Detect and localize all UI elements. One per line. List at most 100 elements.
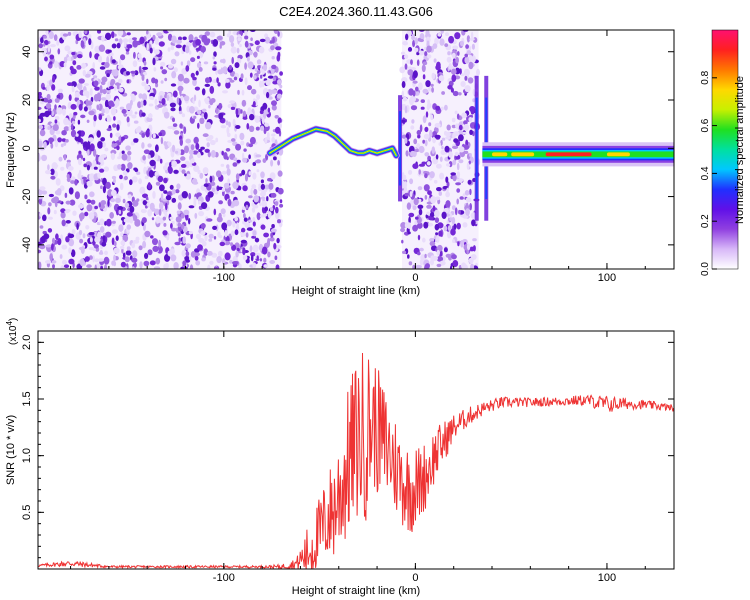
noise-speck (204, 83, 211, 87)
noise-speck (78, 229, 83, 236)
noise-speck (459, 196, 464, 200)
noise-speck (403, 175, 407, 181)
noise-speck (465, 44, 469, 49)
noise-speck (208, 104, 211, 109)
noise-speck (432, 43, 438, 49)
noise-speck (61, 244, 68, 250)
noise-speck (452, 132, 456, 140)
noise-speck (201, 108, 207, 113)
noise-speck (185, 65, 190, 72)
noise-speck (404, 63, 408, 70)
colorbar: 0.0 0.2 0.4 0.6 0.8 Normalized spectral ampl… (700, 29, 746, 276)
noise-speck (57, 137, 62, 143)
noise-speck (400, 51, 406, 55)
noise-speck (47, 164, 50, 171)
noise-speck (249, 72, 253, 78)
noise-speck (185, 251, 190, 257)
noise-speck (254, 115, 260, 123)
noise-speck (160, 61, 166, 67)
noise-speck (233, 76, 238, 81)
noise-speck (39, 212, 42, 217)
noise-speck (63, 126, 70, 132)
noise-speck (162, 230, 168, 236)
noise-speck (70, 56, 74, 62)
noise-speck (142, 66, 149, 70)
noise-speck (51, 162, 58, 170)
noise-speck (68, 238, 75, 247)
noise-speck (90, 41, 94, 50)
noise-speck (63, 141, 67, 146)
noise-speck (420, 106, 425, 110)
noise-speck (400, 222, 407, 229)
noise-speck (254, 40, 260, 46)
noise-speck (259, 80, 263, 88)
noise-speck (125, 51, 130, 55)
noise-speck (432, 131, 437, 137)
noise-speck (171, 188, 176, 195)
noise-speck (115, 98, 120, 105)
noise-speck (212, 225, 218, 230)
noise-speck (264, 137, 268, 144)
noise-speck (119, 174, 123, 180)
noise-speck (110, 198, 116, 203)
noise-speck (466, 162, 470, 170)
noise-speck (179, 87, 182, 96)
noise-speck (92, 247, 96, 251)
noise-speck (210, 181, 216, 186)
noise-speck (167, 141, 172, 147)
noise-speck (438, 142, 441, 146)
noise-speck (146, 43, 149, 51)
noise-speck (103, 166, 110, 172)
noise-speck (220, 125, 227, 129)
noise-speck (409, 95, 416, 103)
noise-speck (133, 138, 139, 143)
noise-speck (77, 138, 82, 143)
noise-speck (177, 202, 182, 210)
noise-speck (414, 47, 419, 53)
noise-speck (194, 255, 199, 261)
noise-speck (405, 33, 409, 41)
noise-speck (160, 91, 166, 96)
noise-speck (130, 70, 136, 74)
noise-speck (401, 90, 405, 98)
noise-speck (162, 216, 166, 221)
noise-speck (417, 204, 424, 209)
noise-speck (71, 85, 75, 93)
noise-speck (434, 134, 441, 139)
noise-speck (456, 198, 460, 205)
noise-speck (175, 189, 180, 194)
noise-speck (264, 36, 271, 44)
noise-speck (144, 252, 149, 259)
noise-speck (167, 166, 171, 172)
spectrogram-ytick-label: 20 (21, 94, 33, 106)
noise-speck (39, 129, 46, 137)
noise-speck (410, 105, 418, 111)
noise-speck (66, 159, 71, 163)
noise-speck (149, 47, 153, 54)
noise-speck (251, 235, 256, 239)
noise-speck (160, 66, 164, 70)
noise-speck (190, 144, 195, 151)
noise-speck (223, 182, 230, 189)
noise-speck (94, 264, 97, 269)
noise-speck (64, 45, 71, 52)
noise-speck (423, 170, 428, 175)
noise-speck (435, 154, 439, 160)
noise-speck (157, 104, 163, 108)
noise-speck (470, 31, 474, 40)
noise-speck (255, 126, 260, 131)
noise-speck (153, 266, 161, 269)
noise-speck (189, 106, 195, 114)
noise-speck (82, 69, 87, 77)
noise-speck (47, 207, 51, 215)
noise-speck (192, 76, 197, 81)
noise-speck (452, 239, 455, 243)
noise-region (38, 30, 282, 269)
noise-speck (203, 183, 209, 188)
noise-speck (185, 243, 191, 249)
noise-speck (127, 194, 132, 199)
noise-speck (239, 43, 242, 48)
noise-speck (222, 90, 228, 94)
noise-speck (208, 233, 214, 239)
noise-speck (446, 163, 451, 167)
